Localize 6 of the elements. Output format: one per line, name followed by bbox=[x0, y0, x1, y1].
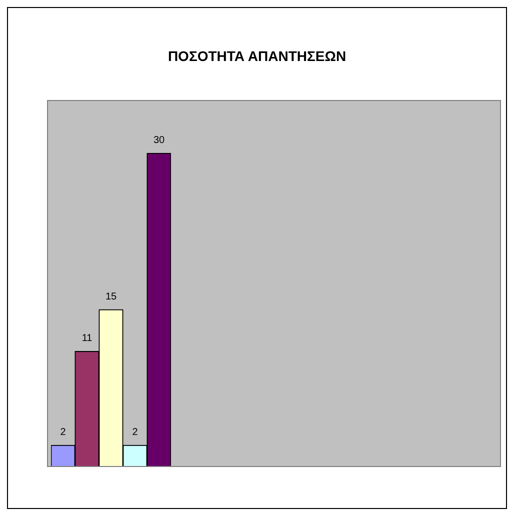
data-label: 15 bbox=[105, 291, 117, 302]
data-label: 2 bbox=[60, 426, 66, 438]
text: ΠΟΣΟΤΗΤΑ ΑΠΑΝΤΗΣΕΩΝ bbox=[166, 48, 348, 64]
data-label: 2 bbox=[132, 426, 138, 438]
data-label: 30 bbox=[153, 134, 165, 146]
data-label: 11 bbox=[82, 333, 93, 344]
